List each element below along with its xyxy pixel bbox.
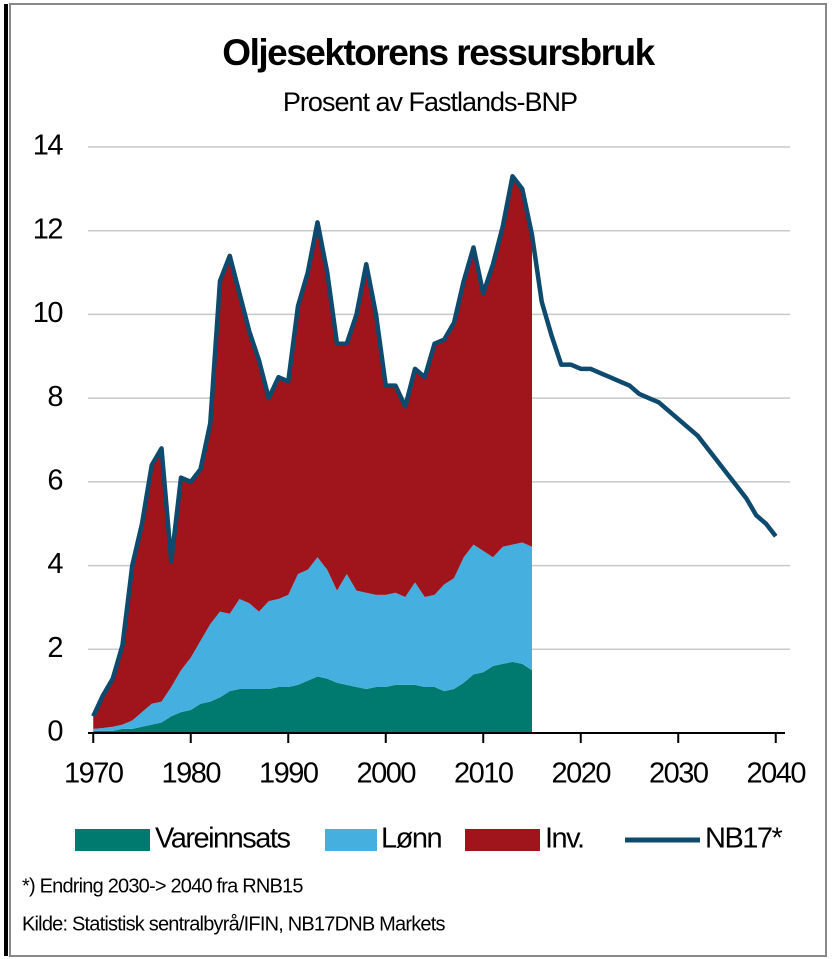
legend-label: Inv.	[545, 823, 584, 855]
legend-swatch	[465, 829, 540, 851]
x-tick-label: 1970	[64, 758, 123, 790]
x-tick-label: 1990	[259, 758, 318, 790]
legend-label: NB17*	[705, 823, 783, 855]
y-tick-label: 2	[47, 632, 62, 664]
y-tick-label: 6	[47, 465, 62, 497]
x-tick-label: 2000	[356, 758, 415, 790]
legend-swatch	[75, 829, 150, 851]
line	[91, 174, 778, 718]
area	[93, 542, 532, 731]
legend-label: Vareinnsats	[155, 823, 290, 855]
footnote: *) Endring 2030-> 2040 fra RNB15	[22, 875, 303, 897]
legend-swatch	[325, 829, 377, 851]
chart-subtitle: Prosent av Fastlands-BNP	[283, 87, 577, 117]
x-tick-label: 2020	[551, 758, 610, 790]
y-tick-label: 0	[47, 716, 62, 748]
source: Kilde: Statistisk sentralbyrå/IFIN, NB17…	[22, 913, 445, 935]
chart-title: Oljesektorens ressursbruk	[222, 32, 655, 73]
y-tick-label: 12	[33, 213, 63, 245]
area	[93, 661, 532, 733]
x-tick-label: 2010	[454, 758, 513, 790]
y-tick-label: 14	[33, 130, 64, 162]
y-tick-label: 10	[33, 297, 63, 329]
x-tick-label: 2030	[649, 758, 708, 790]
y-tick-label: 8	[47, 381, 62, 413]
area	[93, 176, 532, 729]
legend-label: Lønn	[381, 823, 441, 855]
y-tick-label: 4	[47, 548, 63, 580]
x-tick-label: 1980	[161, 758, 220, 790]
x-tick-label: 2040	[746, 758, 805, 790]
